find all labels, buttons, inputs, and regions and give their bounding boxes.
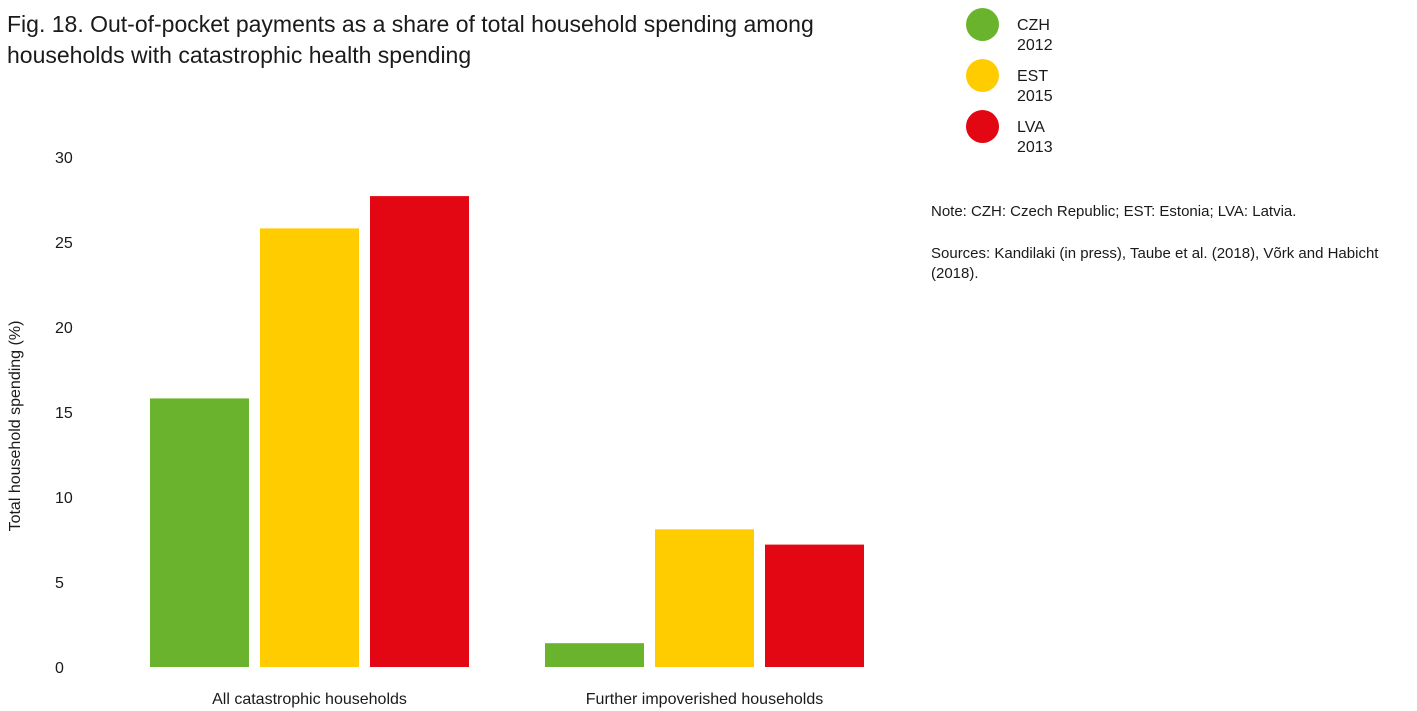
x-category-label: Further impoverished households	[586, 691, 823, 708]
bar-lva-2	[765, 544, 864, 667]
y-tick-label: 0	[55, 660, 64, 677]
y-axis-label: Total household spending (%)	[7, 321, 24, 532]
y-tick-label: 30	[55, 150, 73, 167]
chart-title: Fig. 18. Out-of-pocket payments as a sha…	[7, 9, 937, 71]
y-tick-label: 5	[55, 575, 64, 592]
bar-czh-2	[545, 643, 644, 667]
y-tick-label: 15	[55, 405, 73, 422]
bar-lva-1	[370, 196, 469, 667]
chart-title-line-2: households with catastrophic health spen…	[7, 42, 472, 68]
chart-title-line-1: Fig. 18. Out-of-pocket payments as a sha…	[7, 11, 814, 37]
sources-text: Sources: Kandilaki (in press), Taube et …	[931, 245, 1379, 282]
legend-label-est: EST 2015	[1017, 68, 1053, 105]
x-category-label: All catastrophic households	[212, 691, 407, 708]
chart-notes: Note: CZH: Czech Republic; EST: Estonia;…	[931, 202, 1411, 306]
legend-swatch-est	[966, 59, 999, 92]
bar-est-2	[655, 529, 754, 667]
bar-est-1	[260, 228, 359, 667]
legend-swatch-lva	[966, 110, 999, 143]
legend-swatch-czh	[966, 8, 999, 41]
y-tick-label: 20	[55, 320, 73, 337]
legend-label-czh: CZH 2012	[1017, 17, 1053, 54]
y-tick-label: 10	[55, 490, 73, 507]
note-text: Note: CZH: Czech Republic; EST: Estonia;…	[931, 203, 1297, 220]
y-tick-label: 25	[55, 235, 73, 252]
bar-czh-1	[150, 398, 249, 667]
legend-label-lva: LVA 2013	[1017, 119, 1053, 156]
bar-chart: 0 5 10 15 20 25 30 All catastrophic households…	[7, 150, 864, 708]
